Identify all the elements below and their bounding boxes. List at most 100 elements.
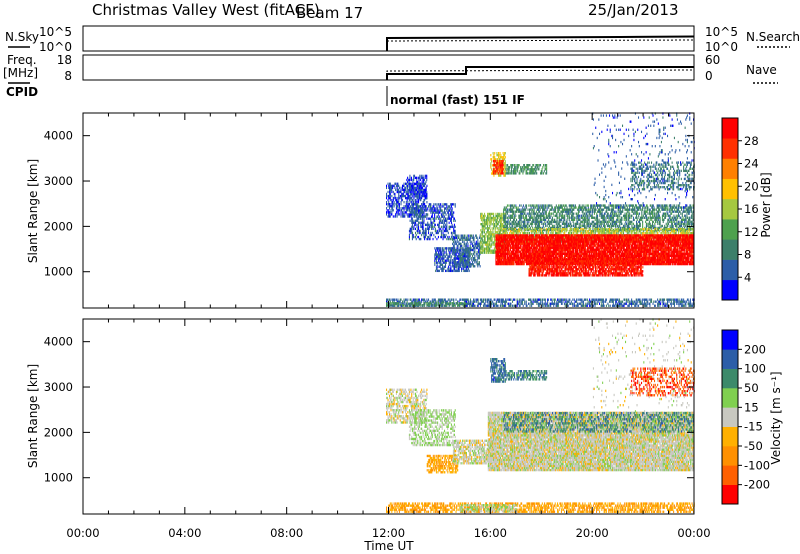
power-cell xyxy=(646,222,648,226)
power-cell xyxy=(418,302,420,305)
power-cell xyxy=(610,216,612,219)
power-cell xyxy=(427,300,429,303)
power-cell xyxy=(509,226,511,230)
power-cell xyxy=(404,300,406,303)
power-cell xyxy=(583,224,585,228)
power-cell xyxy=(444,233,446,237)
power-cell xyxy=(445,263,447,266)
power-cell xyxy=(544,218,546,222)
power-cell xyxy=(555,214,557,217)
power-cell xyxy=(457,269,459,273)
power-cell xyxy=(420,188,422,192)
power-cell xyxy=(449,225,451,229)
power-cell xyxy=(529,216,531,219)
power-cell xyxy=(622,304,624,307)
power-cell xyxy=(494,158,496,161)
power-cell xyxy=(593,224,595,228)
power-cell xyxy=(452,213,454,216)
power-cell xyxy=(444,304,446,307)
power-cell xyxy=(429,237,431,241)
power-cell xyxy=(486,216,488,220)
power-cell xyxy=(580,208,582,211)
power-cell xyxy=(616,218,618,222)
power-cell xyxy=(616,298,618,301)
power-cell xyxy=(558,206,560,209)
power-cell xyxy=(400,213,402,216)
power-cell xyxy=(420,197,422,200)
power-cell xyxy=(562,208,564,211)
power-cell xyxy=(493,249,495,252)
power-cell xyxy=(592,304,594,307)
power-cell xyxy=(487,243,489,246)
power-cell xyxy=(603,224,605,228)
power-cell xyxy=(535,216,537,219)
power-cell xyxy=(444,265,446,268)
power-cell xyxy=(496,225,498,228)
power-cell xyxy=(541,172,543,175)
power-cell xyxy=(626,208,628,211)
power-cell xyxy=(456,267,458,270)
power-cell xyxy=(648,298,650,301)
power-cell xyxy=(509,302,511,305)
power-cell xyxy=(489,212,491,216)
power-cell xyxy=(619,220,621,224)
power-cell xyxy=(388,211,390,214)
power-cell xyxy=(583,218,585,222)
power-cell xyxy=(478,261,480,264)
power-cell xyxy=(413,174,415,178)
power-cell xyxy=(495,225,497,228)
power-cell xyxy=(483,304,485,307)
power-cell xyxy=(632,208,634,211)
power-cell xyxy=(487,227,489,230)
power-cell xyxy=(529,208,531,211)
power-cell xyxy=(435,231,437,235)
power-cell xyxy=(545,224,547,228)
power-cell xyxy=(422,229,424,233)
power-cell xyxy=(412,209,414,212)
power-cell xyxy=(461,269,463,273)
power-cell xyxy=(388,201,390,204)
power-cell xyxy=(417,201,419,204)
power-cell xyxy=(594,300,596,303)
power-cell xyxy=(461,251,463,254)
power-cell xyxy=(461,234,463,237)
power-cell xyxy=(465,265,467,268)
power-cell xyxy=(402,302,404,305)
power-cell xyxy=(461,304,463,307)
power-cell xyxy=(612,208,614,211)
power-cell xyxy=(530,172,532,175)
power-cell xyxy=(396,211,398,214)
power-cell xyxy=(627,226,629,230)
power-cell xyxy=(646,224,648,228)
power-cell xyxy=(497,214,499,218)
power-cell xyxy=(410,193,412,196)
power-cell xyxy=(496,166,498,169)
power-cell xyxy=(614,298,616,301)
power-cell xyxy=(585,208,587,211)
power-cell xyxy=(613,204,615,207)
power-cell xyxy=(634,300,636,303)
power-cell xyxy=(468,300,470,303)
power-cell xyxy=(448,255,450,258)
power-cell xyxy=(442,249,444,252)
power-cell xyxy=(510,208,512,211)
power-cell xyxy=(642,206,644,209)
power-cell xyxy=(600,222,602,226)
power-cell xyxy=(406,207,408,210)
power-cell xyxy=(526,214,528,217)
power-cell xyxy=(606,208,608,211)
power-cell xyxy=(566,226,568,230)
power-cell xyxy=(606,222,608,226)
power-cell xyxy=(512,222,514,226)
power-cell xyxy=(550,212,552,215)
power-cell xyxy=(652,208,654,211)
power-cell xyxy=(502,218,504,222)
power-cell xyxy=(411,302,413,305)
power-cell xyxy=(409,194,411,198)
power-cell xyxy=(610,212,612,215)
power-cell xyxy=(454,252,456,256)
power-cell xyxy=(605,216,607,219)
power-cell xyxy=(470,236,472,239)
power-cell xyxy=(573,208,575,211)
power-cell xyxy=(442,267,444,270)
